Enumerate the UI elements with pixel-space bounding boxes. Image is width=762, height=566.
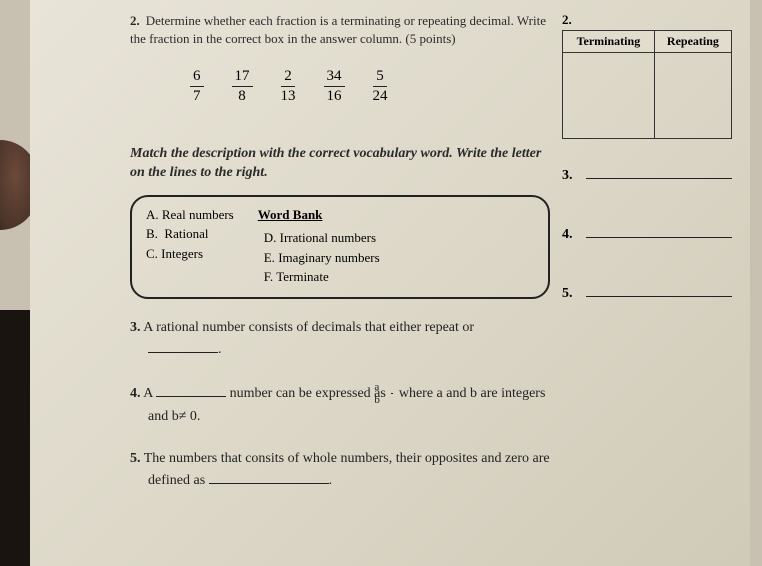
question-2-main: 2.Determine whether each fraction is a t… — [130, 12, 562, 139]
fraction-4: 3416 — [324, 69, 345, 104]
answer-4-number: 4. — [562, 227, 586, 243]
worksheet-page: 2.Determine whether each fraction is a t… — [30, 0, 750, 566]
word-bank-item-d: D. Irrational numbers — [264, 228, 380, 248]
answer-line-3: 3. — [562, 165, 732, 184]
answer-line-4: 4. — [562, 224, 732, 243]
answer-box-number: 2. — [562, 12, 732, 28]
question-3: 3. A rational number consists of decimal… — [130, 317, 550, 362]
answer-3-blank[interactable] — [586, 165, 732, 179]
word-bank: A. Real numbers B. Rational C. Integers … — [130, 195, 550, 299]
question-2-number: 2. — [130, 13, 140, 28]
word-bank-left-col: A. Real numbers B. Rational C. Integers — [146, 205, 234, 287]
question-5-number: 5. — [130, 451, 141, 466]
word-bank-right-col: Word Bank D. Irrational numbers E. Imagi… — [264, 205, 380, 287]
question-5-text-b: . — [329, 473, 333, 488]
answer-line-5: 5. — [562, 283, 732, 302]
word-bank-item-f: F. Terminate — [264, 267, 380, 287]
word-bank-item-c: C. Integers — [146, 244, 234, 264]
fraction-5: 524 — [373, 69, 388, 104]
answer-5-number: 5. — [562, 286, 586, 302]
question-2-row: 2.Determine whether each fraction is a t… — [130, 12, 732, 139]
lower-section: Match the description with the correct v… — [130, 139, 732, 513]
question-4-text-b: number can be expressed as — [226, 386, 389, 401]
question-4-number: 4. — [130, 386, 141, 401]
word-bank-title: Word Bank — [258, 205, 380, 225]
fraction-3: 213 — [281, 69, 296, 104]
question-4-fraction: ab — [391, 382, 393, 406]
question-4-text-a: A — [143, 386, 156, 401]
question-5-text-a: The numbers that consits of whole number… — [144, 451, 550, 488]
answer-4-blank[interactable] — [586, 224, 732, 238]
table-cell-repeating[interactable] — [654, 53, 731, 139]
question-4: 4. A number can be expressed as ab where… — [130, 382, 550, 428]
fraction-2: 178 — [232, 69, 253, 104]
fractions-row: 67 178 213 3416 524 — [190, 69, 550, 104]
terminating-repeating-table: Terminating Repeating — [562, 30, 732, 139]
match-questions: 3. A rational number consists of decimal… — [130, 317, 550, 493]
question-3-number: 3. — [130, 320, 141, 335]
table-cell-terminating[interactable] — [563, 53, 655, 139]
question-2-answer-box: 2. Terminating Repeating — [562, 12, 732, 139]
question-4-blank[interactable] — [156, 384, 226, 397]
question-3-text-a: A rational number consists of decimals t… — [143, 320, 474, 335]
answer-column: 3. 4. 5. — [562, 165, 732, 513]
question-2-prompt: 2.Determine whether each fraction is a t… — [130, 12, 550, 47]
answer-3-number: 3. — [562, 168, 586, 184]
table-header-repeating: Repeating — [654, 31, 731, 53]
question-5: 5. The numbers that consits of whole num… — [130, 448, 550, 493]
match-instruction: Match the description with the correct v… — [130, 145, 550, 183]
question-5-blank[interactable] — [209, 472, 329, 485]
question-2-text: Determine whether each fraction is a ter… — [130, 13, 546, 46]
lower-main-col: Match the description with the correct v… — [130, 139, 562, 513]
table-header-terminating: Terminating — [563, 31, 655, 53]
fraction-1: 67 — [190, 69, 204, 104]
word-bank-item-b: B. Rational — [146, 224, 234, 244]
answer-5-blank[interactable] — [586, 283, 732, 297]
question-3-text-b: . — [218, 342, 222, 357]
word-bank-item-a: A. Real numbers — [146, 205, 234, 225]
word-bank-item-e: E. Imaginary numbers — [264, 248, 380, 268]
question-3-blank[interactable] — [148, 341, 218, 354]
